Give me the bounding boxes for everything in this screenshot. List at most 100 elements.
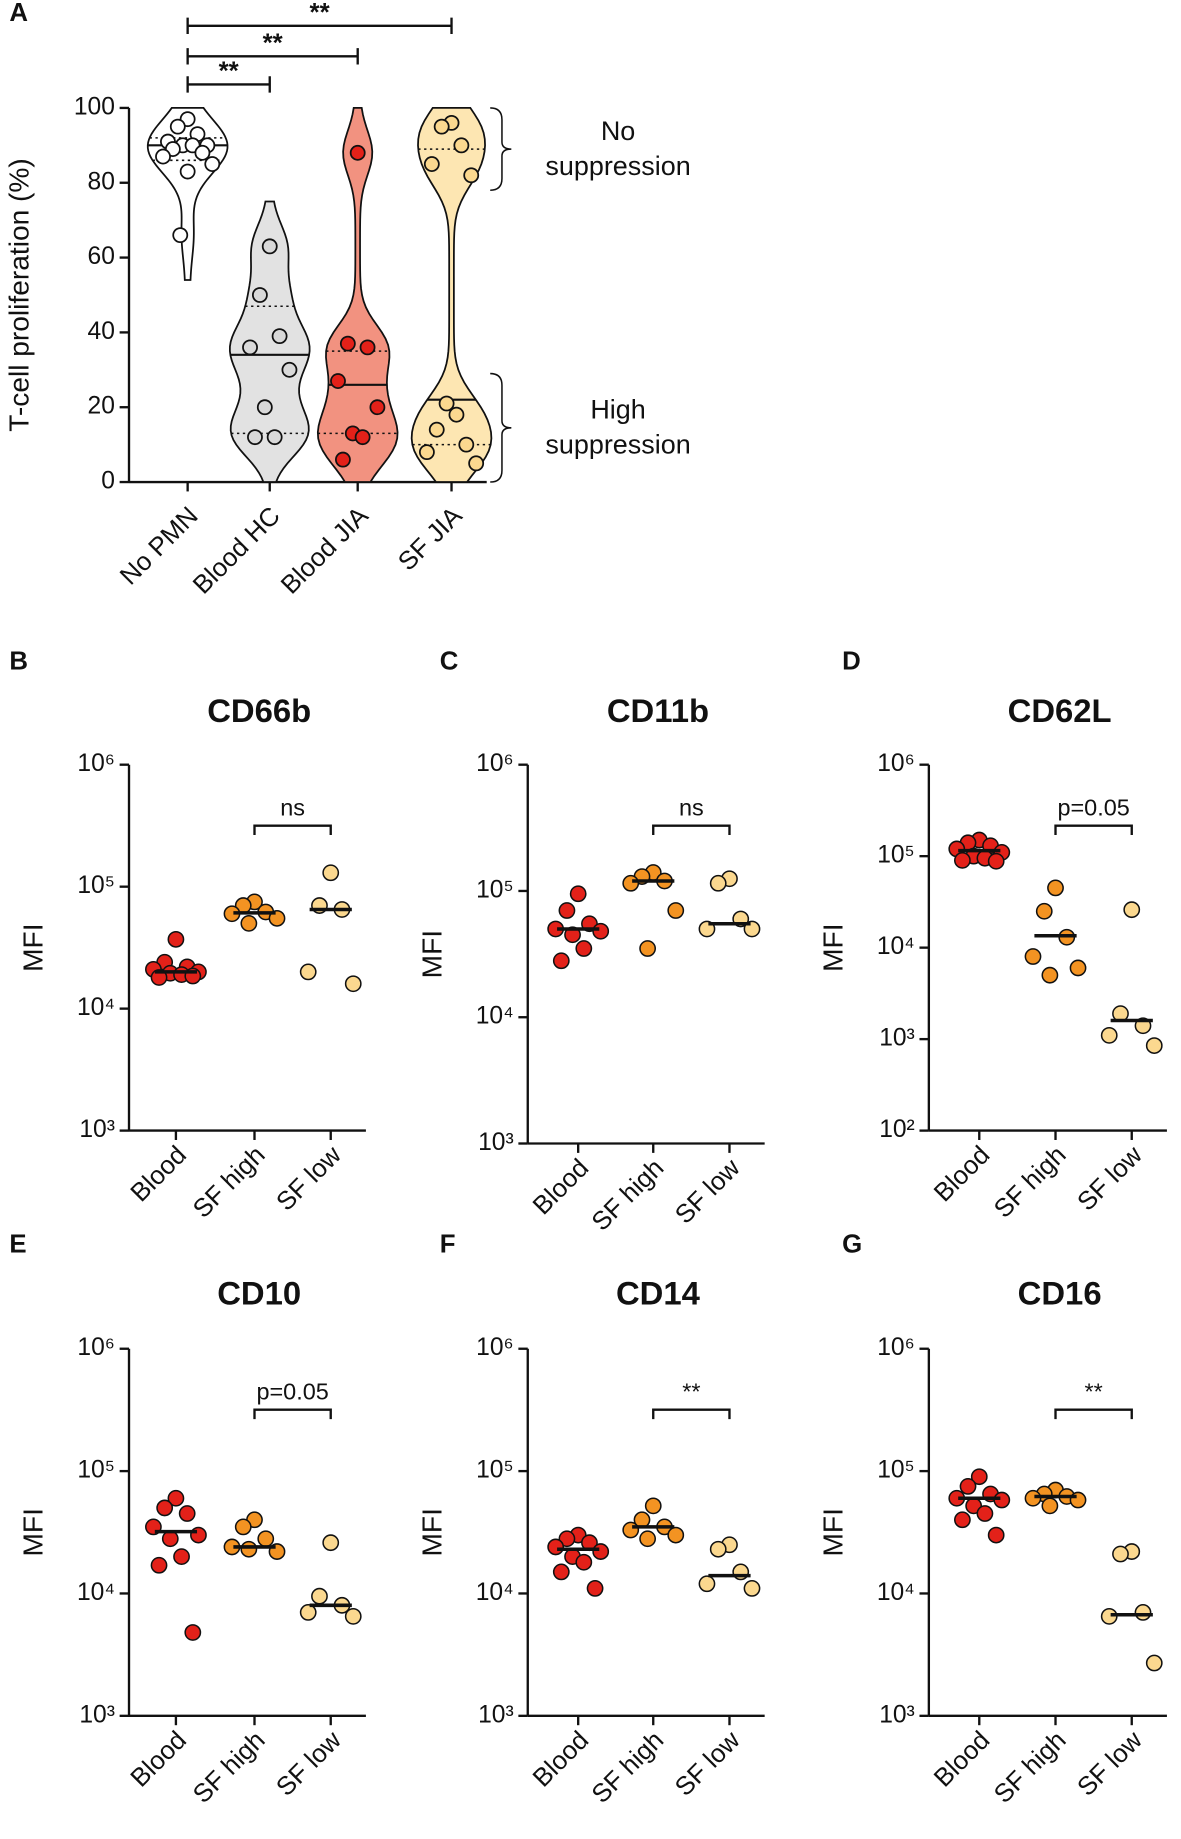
x-tick-label: SF high [587,1726,670,1809]
panel-letter: G [842,1230,862,1258]
y-tick-label: 10⁵ [77,1457,115,1484]
data-point [155,148,171,165]
panel-letter: A [9,0,28,27]
y-tick-label: 10³ [79,1116,115,1143]
significance-bracket [253,824,332,836]
y-tick-label: 10⁶ [877,1334,915,1361]
data-point [592,922,610,940]
data-point [299,1604,317,1621]
data-point [639,940,657,957]
significance-label: ns [679,794,704,820]
data-point [1123,901,1141,919]
data-point [586,1580,604,1597]
data-point [1134,1604,1152,1621]
data-point [172,227,189,244]
y-axis-label: MFI [416,930,447,978]
data-point [987,1526,1005,1544]
data-point [190,1526,207,1544]
panel-title: CD16 [1018,1275,1102,1312]
x-tick-label: Blood HC [188,502,286,600]
y-tick-label: 0 [101,468,115,495]
data-point [709,1540,727,1558]
x-tick-label: SF low [271,1726,347,1802]
data-point [344,1607,362,1625]
data-point [433,118,450,135]
data-point [322,1534,340,1552]
x-tick-label: SF low [1072,1726,1148,1802]
data-point [448,406,465,423]
data-point [1145,1654,1163,1672]
data-point [344,975,362,993]
significance-bracket [253,1408,332,1420]
y-tick-label: 10⁴ [77,1579,115,1606]
data-point [169,118,186,135]
y-tick-label: 10⁵ [877,842,915,869]
panel-letter: F [440,1230,456,1258]
data-point [954,1511,971,1529]
violin [316,107,399,483]
data-point [266,429,283,446]
x-tick-label: Blood [929,1141,995,1207]
data-point [667,902,685,919]
data-point [1069,1491,1087,1509]
y-tick-label: 10⁴ [77,994,115,1021]
y-tick-label: 10⁵ [476,876,514,903]
panel-letter: B [9,647,28,675]
data-point [150,969,168,986]
y-tick-label: 10⁴ [877,933,915,960]
data-point [261,238,278,255]
data-point [959,1478,977,1495]
data-point [311,1587,328,1605]
significance-bracket [186,48,359,65]
data-point [173,1548,190,1566]
significance-bracket [652,1408,731,1420]
data-point [468,455,485,472]
y-tick-label: 10³ [879,1025,915,1052]
data-point [179,163,196,180]
data-point [976,1505,994,1522]
brace [490,372,512,483]
significance-label: ** [219,58,240,86]
panel-title: CD14 [616,1275,701,1312]
data-point [299,963,317,981]
data-point [558,902,576,919]
y-tick-label: 10³ [79,1701,115,1728]
y-tick-label: 10⁵ [476,1457,514,1484]
data-point [240,914,258,932]
data-point [369,399,386,416]
data-point [1112,1545,1129,1563]
data-point [1041,1497,1059,1515]
significance-bracket [1054,1408,1133,1420]
data-point [167,930,185,948]
y-tick-label: 10⁵ [877,1457,915,1484]
data-point [428,421,445,438]
data-point [330,373,346,389]
significance-label: p=0.05 [1057,794,1129,820]
y-tick-label: 10⁴ [476,1579,514,1606]
data-point [552,1563,570,1581]
data-point [993,1491,1011,1509]
data-point [423,156,440,172]
y-tick-label: 10³ [478,1129,514,1156]
data-point [242,339,258,356]
bracket-label: suppression [545,151,690,181]
panel-title: CD11b [607,692,709,729]
panel-letter: E [9,1230,26,1258]
data-point [184,1624,202,1641]
y-axis-label: MFI [416,1508,447,1556]
data-point [552,952,570,970]
significance-label: ** [682,1378,700,1404]
y-axis-label: MFI [817,923,848,971]
data-point [1041,966,1059,984]
data-point [281,361,298,378]
significance-label: ** [1085,1378,1103,1404]
data-point [954,851,971,869]
data-point [339,335,356,352]
bracket-label: No [601,116,635,146]
x-tick-label: Blood [929,1726,995,1792]
data-point [240,1540,258,1558]
data-point [161,1530,179,1548]
y-axis-label: T-cell proliferation (%) [4,158,35,432]
data-point [622,1521,640,1539]
